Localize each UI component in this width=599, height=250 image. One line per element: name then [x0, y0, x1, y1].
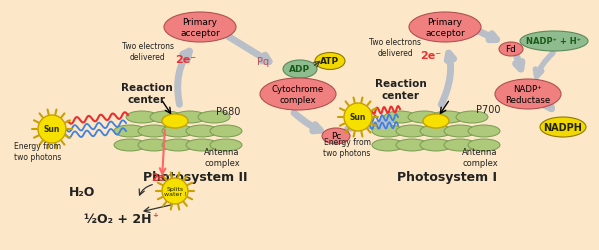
- Ellipse shape: [420, 126, 452, 138]
- Ellipse shape: [186, 126, 218, 138]
- Ellipse shape: [174, 112, 206, 124]
- Ellipse shape: [210, 140, 242, 151]
- Text: Fd: Fd: [506, 45, 516, 54]
- Ellipse shape: [114, 140, 146, 151]
- Ellipse shape: [409, 13, 481, 43]
- Ellipse shape: [520, 32, 588, 52]
- Ellipse shape: [162, 114, 188, 128]
- Text: Two electrons
delivered: Two electrons delivered: [122, 42, 174, 62]
- Text: ⁺: ⁺: [152, 212, 158, 222]
- Ellipse shape: [372, 140, 404, 151]
- Ellipse shape: [198, 112, 230, 124]
- Ellipse shape: [444, 140, 476, 151]
- Ellipse shape: [456, 112, 488, 124]
- Text: P680: P680: [216, 106, 240, 117]
- Text: ½O₂ + 2H: ½O₂ + 2H: [84, 213, 152, 226]
- Text: Cytochrome
complex: Cytochrome complex: [272, 85, 324, 104]
- Ellipse shape: [162, 126, 194, 138]
- Text: Sun: Sun: [350, 113, 366, 122]
- Ellipse shape: [396, 126, 428, 138]
- Text: Pq: Pq: [257, 57, 269, 67]
- Ellipse shape: [186, 140, 218, 151]
- Text: ADP: ADP: [289, 65, 310, 74]
- Ellipse shape: [408, 112, 440, 124]
- Text: Splits
water !: Splits water !: [164, 186, 186, 196]
- Ellipse shape: [468, 140, 500, 151]
- Circle shape: [344, 104, 372, 132]
- Ellipse shape: [540, 118, 586, 138]
- Ellipse shape: [423, 114, 449, 128]
- Text: Reaction
center: Reaction center: [375, 79, 427, 100]
- Ellipse shape: [468, 126, 500, 138]
- Circle shape: [38, 116, 66, 143]
- Text: Two electrons
delivered: Two electrons delivered: [369, 38, 421, 58]
- Text: Photosystem II: Photosystem II: [143, 171, 247, 184]
- Text: P700: P700: [476, 104, 500, 115]
- Ellipse shape: [150, 112, 182, 124]
- Text: Primary
acceptor: Primary acceptor: [425, 18, 465, 38]
- Ellipse shape: [126, 112, 158, 124]
- Ellipse shape: [210, 126, 242, 138]
- Text: Reaction
center: Reaction center: [121, 83, 173, 104]
- Ellipse shape: [420, 140, 452, 151]
- Ellipse shape: [138, 140, 170, 151]
- Ellipse shape: [322, 128, 350, 144]
- Ellipse shape: [260, 79, 336, 110]
- Ellipse shape: [114, 126, 146, 138]
- Ellipse shape: [164, 13, 236, 43]
- Text: Primary
acceptor: Primary acceptor: [180, 18, 220, 38]
- Ellipse shape: [283, 61, 317, 79]
- Text: Antenna
complex: Antenna complex: [204, 148, 240, 167]
- Text: Sun: Sun: [44, 125, 60, 134]
- Text: NADPH: NADPH: [543, 122, 582, 132]
- Ellipse shape: [315, 53, 345, 70]
- Text: 2e⁻: 2e⁻: [175, 55, 196, 65]
- Ellipse shape: [162, 140, 194, 151]
- Text: Photosystem I: Photosystem I: [397, 171, 497, 184]
- Ellipse shape: [384, 112, 416, 124]
- Ellipse shape: [495, 80, 561, 110]
- Ellipse shape: [372, 126, 404, 138]
- Text: Energy from
two photons: Energy from two photons: [323, 138, 371, 157]
- Text: 2e⁻: 2e⁻: [151, 172, 170, 182]
- Text: Antenna
complex: Antenna complex: [462, 148, 498, 167]
- Ellipse shape: [138, 126, 170, 138]
- Text: 2e⁻: 2e⁻: [420, 51, 441, 61]
- Text: NADP⁺
Reductase: NADP⁺ Reductase: [506, 85, 550, 104]
- Ellipse shape: [396, 140, 428, 151]
- Circle shape: [162, 178, 188, 204]
- Ellipse shape: [444, 126, 476, 138]
- Text: NADP⁺ + H⁺: NADP⁺ + H⁺: [527, 37, 582, 46]
- Text: Energy from
two photons: Energy from two photons: [14, 142, 62, 161]
- Ellipse shape: [432, 112, 464, 124]
- Text: H₂O: H₂O: [69, 186, 95, 199]
- Text: ATP: ATP: [320, 57, 340, 66]
- Ellipse shape: [499, 43, 523, 57]
- Text: Pc: Pc: [331, 132, 341, 141]
